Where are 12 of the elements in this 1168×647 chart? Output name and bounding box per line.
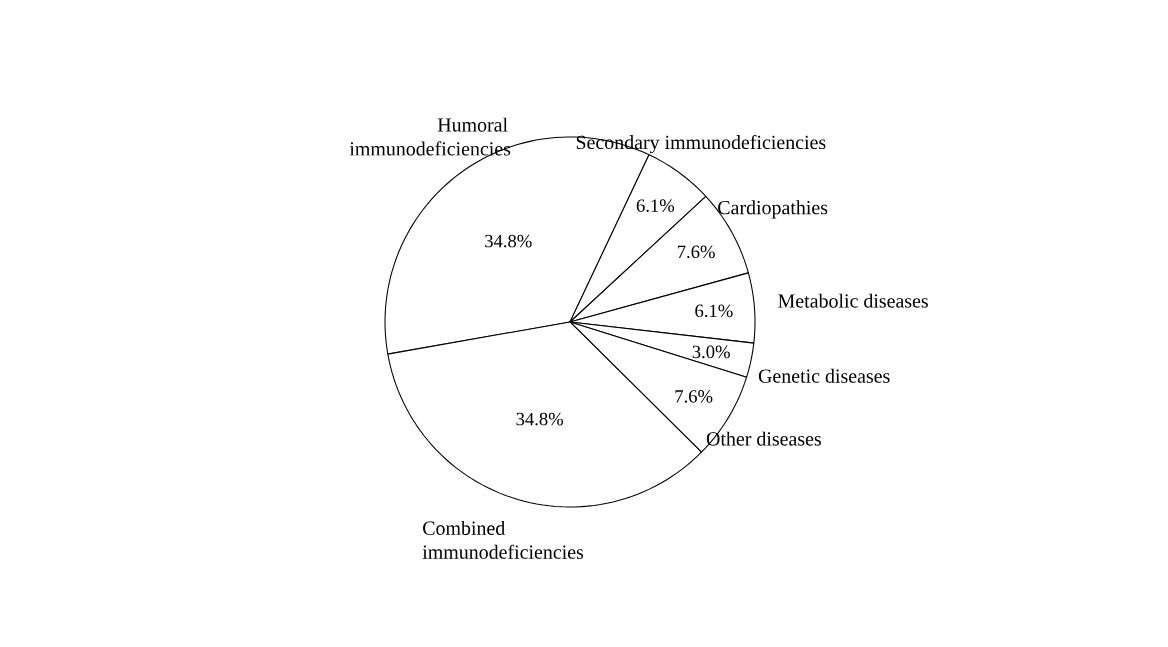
data-label: 6.1% [636,199,675,212]
slice-label: Combined immunodeficiencies [422,520,584,559]
data-label: 6.1% [695,304,733,318]
slice-label: Genetic diseases [758,368,890,383]
data-label: 7.6% [677,245,715,259]
slice-label: Humoral immunodeficiencies [349,117,511,156]
data-label: 34.8% [516,412,564,426]
data-label: 7.6% [675,390,713,403]
data-label: 3.0% [692,345,730,359]
slice-label: Cardiopathies [718,200,828,219]
data-label: 34.8% [485,234,532,248]
slice-label: Metabolic diseases [778,293,928,308]
